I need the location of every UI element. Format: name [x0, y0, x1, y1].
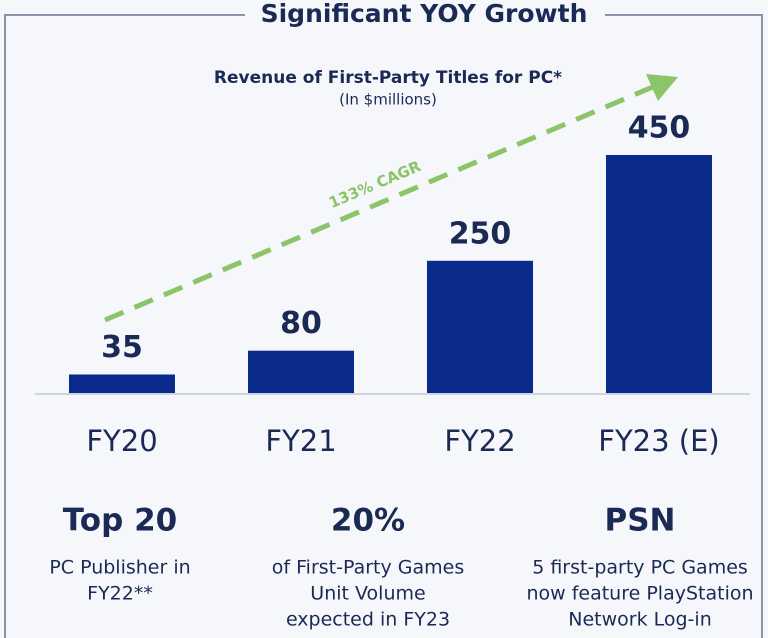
x-tick-label: FY22: [444, 424, 515, 458]
highlight-title: Top 20: [63, 503, 177, 539]
highlight-text: PC Publisher in: [49, 557, 190, 579]
highlight-text: Unit Volume: [310, 583, 425, 605]
bar: [606, 155, 712, 393]
frame: [4, 14, 763, 638]
highlight-text: now feature PlayStation: [526, 583, 753, 605]
value-label: 450: [628, 111, 691, 146]
highlight-text: 5 first-party PC Games: [532, 557, 748, 579]
highlight-title: 20%: [331, 503, 405, 539]
bar: [248, 350, 354, 393]
highlight-text: FY22**: [87, 583, 153, 605]
arrow-head: [646, 74, 678, 101]
x-tick-label: FY23 (E): [598, 424, 719, 458]
highlight-text: Network Log-in: [568, 609, 711, 631]
bar: [427, 260, 533, 393]
value-label: 35: [101, 330, 143, 365]
highlight-text: of First-Party Games: [272, 557, 464, 579]
bar: [69, 374, 175, 393]
chart-title: Revenue of First-Party Titles for PC*: [214, 68, 562, 88]
value-label: 80: [280, 306, 322, 341]
chart-subtitle: (In $millions): [339, 91, 437, 109]
cagr-arrow: [104, 83, 656, 323]
value-label: 250: [449, 216, 512, 251]
highlight-text: expected in FY23: [286, 609, 450, 631]
x-tick-label: FY21: [265, 424, 336, 458]
highlight-title: PSN: [605, 503, 676, 539]
x-tick-label: FY20: [86, 424, 157, 458]
slide-heading: Significant YOY Growth: [261, 0, 588, 28]
